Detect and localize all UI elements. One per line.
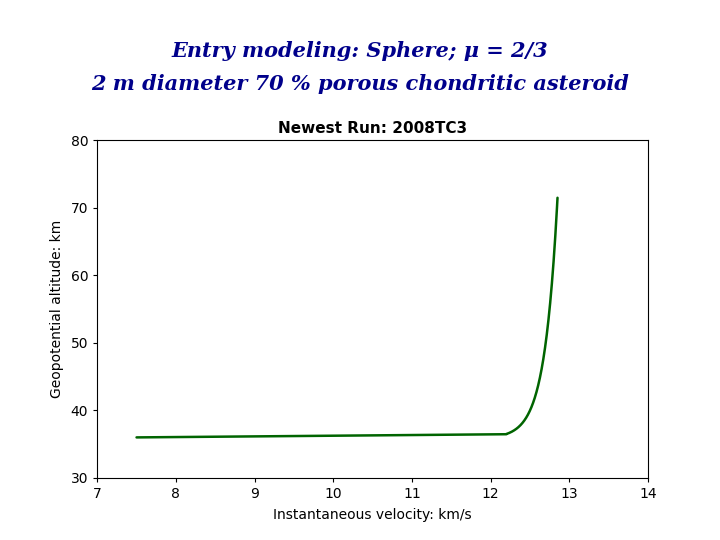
X-axis label: Instantaneous velocity: km/s: Instantaneous velocity: km/s (274, 508, 472, 522)
Title: Newest Run: 2008TC3: Newest Run: 2008TC3 (278, 122, 467, 137)
Y-axis label: Geopotential altitude: km: Geopotential altitude: km (50, 220, 63, 399)
Text: Entry modeling: Sphere; μ = 2/3: Entry modeling: Sphere; μ = 2/3 (171, 41, 549, 62)
Text: 2 m diameter 70 % porous chondritic asteroid: 2 m diameter 70 % porous chondritic aste… (91, 73, 629, 94)
